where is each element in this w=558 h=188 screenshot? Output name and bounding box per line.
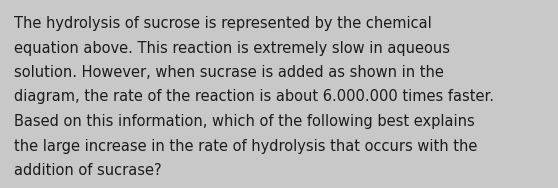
Text: diagram, the rate of the reaction is about 6.000.000 times faster.: diagram, the rate of the reaction is abo… [14, 89, 494, 105]
Text: Based on this information, which of the following best explains: Based on this information, which of the … [14, 114, 475, 129]
Text: the large increase in the rate of hydrolysis that occurs with the: the large increase in the rate of hydrol… [14, 139, 478, 153]
Text: addition of sucrase?: addition of sucrase? [14, 163, 162, 178]
Text: solution. However, when sucrase is added as shown in the: solution. However, when sucrase is added… [14, 65, 444, 80]
Text: equation above. This reaction is extremely slow in aqueous: equation above. This reaction is extreme… [14, 40, 450, 55]
Text: The hydrolysis of sucrose is represented by the chemical: The hydrolysis of sucrose is represented… [14, 16, 432, 31]
